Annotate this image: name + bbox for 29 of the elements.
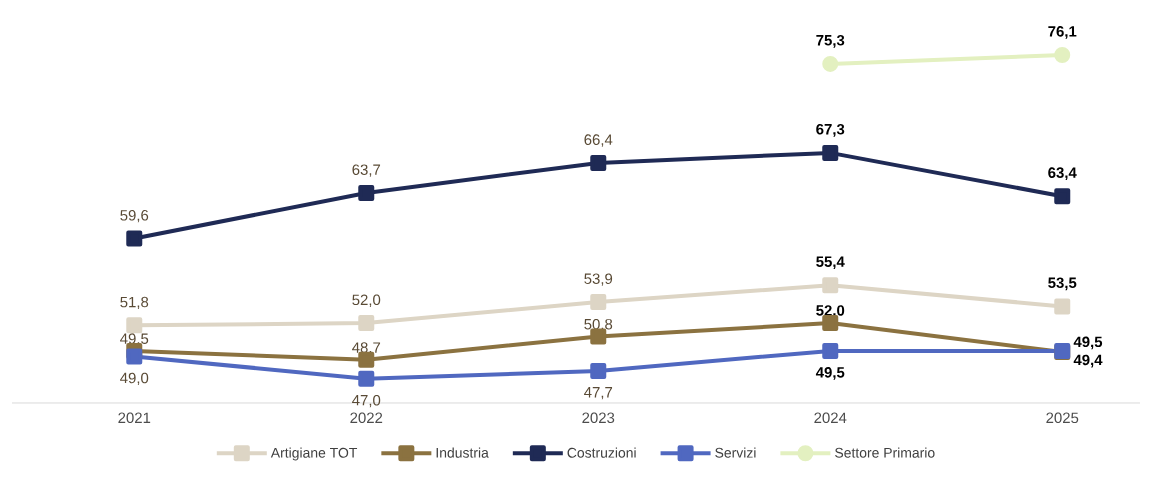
x-tick-label: 2023 (582, 412, 615, 424)
data-label: 75,3 (816, 34, 845, 48)
x-tick-label: 2022 (350, 412, 383, 424)
data-label: 47,7 (584, 387, 613, 400)
legend-label: Artigiane TOT (270, 447, 358, 461)
data-label: 59,6 (120, 210, 149, 223)
data-label: 76,1 (1048, 26, 1077, 39)
data-label: 49,5 (1073, 336, 1103, 350)
data-label: 67,3 (816, 123, 845, 137)
data-label: 49,4 (1073, 354, 1103, 368)
data-label: 63,7 (352, 164, 381, 177)
data-label: 53,5 (1048, 277, 1077, 291)
x-tick-label: 2025 (1046, 412, 1079, 424)
data-label: 63,4 (1048, 167, 1077, 181)
data-label: 52,0 (352, 294, 381, 307)
data-label: 66,4 (584, 134, 613, 147)
legend-label: Industria (436, 447, 489, 458)
data-label: 55,4 (816, 256, 845, 270)
data-label: 51,8 (120, 296, 149, 310)
legend-label: Servizi (715, 447, 756, 458)
x-tick-label: 2024 (814, 412, 847, 424)
data-label: 49,0 (120, 372, 149, 385)
data-label: 50,8 (584, 318, 613, 332)
x-tick-label: 2021 (118, 412, 151, 424)
legend-label: Costruzioni (567, 447, 636, 458)
data-label: 49,5 (815, 367, 845, 380)
data-label: 47,0 (352, 394, 381, 408)
legend-label: Settore Primario (835, 447, 935, 458)
data-label: 53,9 (584, 273, 613, 286)
